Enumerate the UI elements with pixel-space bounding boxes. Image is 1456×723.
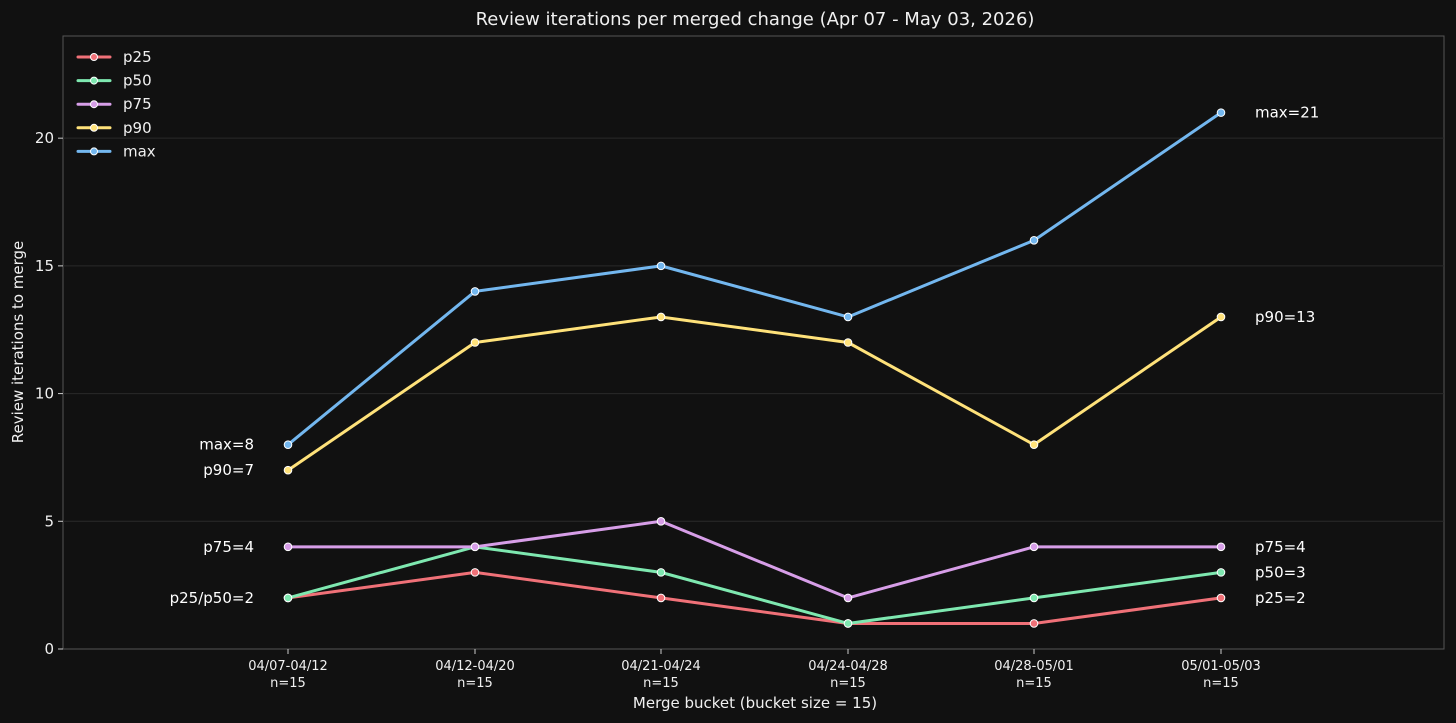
legend: p25 p50 p75 p90 max — [76, 48, 156, 160]
annotation-label: p25/p50=2 — [170, 589, 254, 607]
legend-label: p90 — [123, 119, 152, 137]
legend-swatch-marker — [90, 76, 98, 85]
series-lines — [283, 108, 1226, 628]
y-tick-label: 20 — [35, 129, 54, 147]
x-tick-label: 04/12-04/20 — [435, 659, 515, 674]
data-point-p25 — [1216, 593, 1226, 603]
data-point-p25 — [1029, 619, 1039, 628]
series-line-p50 — [286, 545, 1223, 625]
x-tick-count: n=15 — [1016, 676, 1052, 691]
data-point-p75 — [656, 516, 666, 526]
data-point-p75 — [1029, 542, 1039, 552]
legend-label: p50 — [123, 72, 152, 90]
legend-swatch-marker — [90, 123, 98, 132]
legend-label: p25 — [123, 48, 152, 66]
legend-item-max: max — [76, 142, 156, 160]
y-tick-label: 15 — [35, 257, 54, 275]
y-axis-label: Review iterations to merge — [9, 241, 27, 444]
x-tick-count: n=15 — [1203, 676, 1239, 691]
data-point-p50 — [843, 619, 853, 628]
data-point-p90 — [843, 338, 853, 347]
y-axis: 0 5 10 15 20 — [35, 129, 63, 658]
grid — [63, 137, 1444, 522]
chart-title: Review iterations per merged change (Apr… — [476, 9, 1035, 30]
x-axis: 04/07-04/12 n=15 04/12-04/20 n=15 04/21-04/2… — [248, 649, 1261, 691]
legend-item-p25: p25 — [76, 48, 152, 66]
data-point-max — [283, 440, 293, 449]
annotation-label: max=8 — [199, 436, 254, 454]
y-tick-label: 10 — [35, 385, 54, 403]
x-tick-count: n=15 — [270, 676, 306, 691]
legend-swatch-marker — [90, 53, 98, 61]
series-line-p25 — [286, 570, 1223, 625]
annotation-label: p90=7 — [203, 461, 254, 479]
data-point-p90 — [1029, 440, 1039, 449]
x-tick-label: 05/01-05/03 — [1181, 659, 1261, 674]
data-point-p90 — [656, 312, 666, 322]
series-line-p75 — [286, 519, 1223, 600]
annotation-label: max=21 — [1255, 104, 1319, 122]
x-tick-count: n=15 — [457, 676, 493, 691]
legend-swatch-marker — [90, 147, 98, 156]
data-point-p75 — [1216, 542, 1226, 552]
data-point-max — [470, 287, 480, 296]
legend-item-p90: p90 — [76, 119, 152, 137]
data-point-max — [843, 312, 853, 322]
data-point-p50 — [283, 593, 293, 603]
data-point-p25 — [470, 568, 480, 577]
x-tick-label: 04/07-04/12 — [248, 659, 328, 674]
data-point-max — [1029, 236, 1039, 245]
x-tick-count: n=15 — [830, 676, 866, 691]
data-point-p50 — [1216, 568, 1226, 577]
data-point-max — [1216, 108, 1226, 117]
y-tick-label: 0 — [44, 640, 54, 658]
annotation-label: p90=13 — [1255, 308, 1315, 326]
legend-label: p75 — [123, 95, 152, 113]
annotations: max=8 p90=7 p75=4 p25/p50=2 max=21 p90=13 p75=… — [170, 104, 1320, 607]
legend-item-p50: p50 — [76, 72, 152, 90]
x-tick-count: n=15 — [643, 676, 679, 691]
data-point-p90 — [283, 465, 293, 475]
series-line-max — [286, 111, 1223, 447]
data-point-p90 — [1216, 312, 1226, 322]
data-point-p75 — [283, 542, 293, 552]
data-point-p75 — [470, 542, 480, 552]
data-point-p50 — [656, 568, 666, 577]
plot-area — [62, 35, 1445, 650]
y-tick-label: 5 — [44, 512, 54, 530]
annotation-label: p50=3 — [1255, 563, 1306, 581]
data-point-p25 — [656, 593, 666, 603]
x-tick-label: 04/24-04/28 — [808, 659, 888, 674]
data-point-p90 — [470, 338, 480, 347]
data-point-p50 — [1029, 593, 1039, 603]
series-line-p90 — [286, 315, 1223, 472]
legend-item-p75: p75 — [76, 95, 152, 113]
legend-label: max — [123, 142, 156, 160]
annotation-label: p75=4 — [203, 538, 254, 556]
legend-swatch-marker — [90, 100, 98, 109]
x-tick-label: 04/21-04/24 — [621, 659, 701, 674]
data-point-p75 — [843, 593, 853, 603]
x-axis-label: Merge bucket (bucket size = 15) — [633, 694, 877, 712]
annotation-label: p75=4 — [1255, 538, 1306, 556]
annotation-label: p25=2 — [1255, 589, 1306, 607]
x-tick-label: 04/28-05/01 — [994, 659, 1074, 674]
data-point-max — [656, 261, 666, 271]
